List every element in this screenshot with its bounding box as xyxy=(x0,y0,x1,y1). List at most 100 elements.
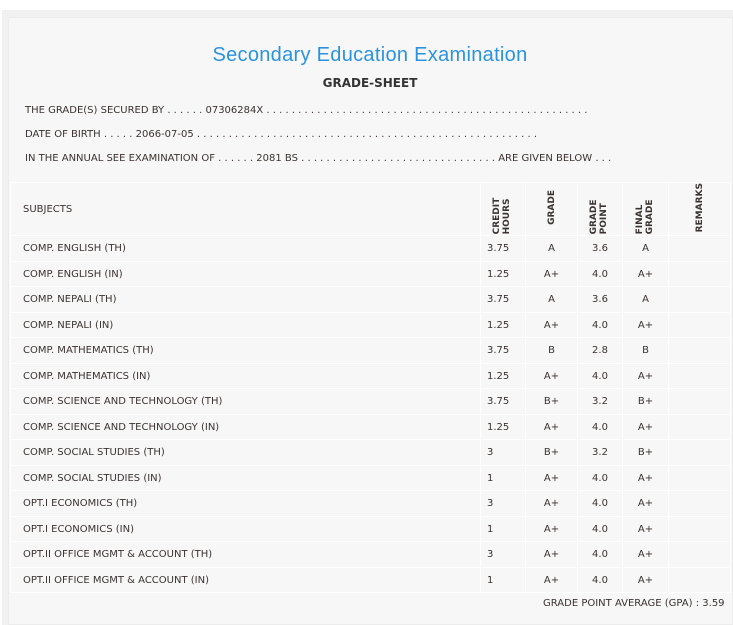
cell-final-grade: A+ xyxy=(622,311,669,339)
cell-subject: COMP. NEPALI (TH) xyxy=(10,286,481,313)
cell-grade-point: 3.6 xyxy=(577,235,623,262)
cell-final-grade: A+ xyxy=(622,464,669,492)
page-subtitle: GRADE-SHEET xyxy=(322,76,418,90)
cell-grade: A xyxy=(525,235,578,262)
cell-final-grade: A xyxy=(622,235,669,262)
cell-grade: A+ xyxy=(525,490,578,517)
cell-remarks xyxy=(668,388,731,415)
cell-grade-point: 4.0 xyxy=(577,541,623,568)
cell-grade: A+ xyxy=(525,260,578,288)
table-row: COMP. MATHEMATICS (IN) 1.25 A+ 4.0 A+ xyxy=(10,362,731,390)
cell-grade: A+ xyxy=(525,515,578,543)
cell-remarks xyxy=(668,439,731,466)
cell-subject: COMP. MATHEMATICS (IN) xyxy=(10,362,481,390)
cell-credit-hours: 1.25 xyxy=(480,413,526,441)
cell-remarks xyxy=(668,362,731,390)
cell-final-grade: A+ xyxy=(622,413,669,441)
cell-subject: COMP. SCIENCE AND TECHNOLOGY (TH) xyxy=(10,388,481,415)
cell-grade-point: 3.2 xyxy=(577,388,623,415)
cell-grade: A+ xyxy=(525,413,578,441)
cell-credit-hours: 1.25 xyxy=(480,362,526,390)
cell-remarks xyxy=(668,286,731,313)
table-row: COMP. SOCIAL STUDIES (IN) 1 A+ 4.0 A+ xyxy=(10,464,731,492)
cell-final-grade: A+ xyxy=(622,566,669,594)
cell-final-grade: A+ xyxy=(622,490,669,517)
cell-final-grade: A+ xyxy=(622,260,669,288)
cell-credit-hours: 3.75 xyxy=(480,337,526,364)
table-row: COMP. NEPALI (IN) 1.25 A+ 4.0 A+ xyxy=(10,311,731,339)
cell-grade-point: 4.0 xyxy=(577,464,623,492)
cell-remarks xyxy=(668,541,731,568)
cell-credit-hours: 3.75 xyxy=(480,235,526,262)
table-row: COMP. ENGLISH (IN) 1.25 A+ 4.0 A+ xyxy=(10,260,731,288)
cell-grade: A+ xyxy=(525,362,578,390)
dob-line: DATE OF BIRTH . . . . . 2066-07-05 . . .… xyxy=(25,129,538,140)
cell-remarks xyxy=(668,490,731,517)
cell-credit-hours: 3 xyxy=(480,439,526,466)
table-row: OPT.I ECONOMICS (TH) 3 A+ 4.0 A+ xyxy=(10,490,731,517)
table-row: OPT.I ECONOMICS (IN) 1 A+ 4.0 A+ xyxy=(10,515,731,543)
cell-grade-point: 4.0 xyxy=(577,260,623,288)
header-credit-hours: CREDIT HOURS xyxy=(492,197,512,234)
cell-subject: COMP. ENGLISH (TH) xyxy=(10,235,481,262)
cell-grade-point: 4.0 xyxy=(577,362,623,390)
table-row: COMP. ENGLISH (TH) 3.75 A 3.6 A xyxy=(10,235,731,262)
cell-subject: COMP. NEPALI (IN) xyxy=(10,311,481,339)
page-title: Secondary Education Examination xyxy=(212,44,528,66)
header-grade: GRADE xyxy=(546,190,557,226)
cell-subject: COMP. SCIENCE AND TECHNOLOGY (IN) xyxy=(10,413,481,441)
cell-final-grade: A+ xyxy=(622,362,669,390)
cell-grade: A+ xyxy=(525,311,578,339)
cell-credit-hours: 3 xyxy=(480,541,526,568)
cell-final-grade: B+ xyxy=(622,388,669,415)
cell-credit-hours: 1 xyxy=(480,464,526,492)
header-grade-point: GRADE POINT xyxy=(589,198,609,234)
header-subjects: SUBJECTS xyxy=(10,181,481,237)
cell-credit-hours: 3.75 xyxy=(480,286,526,313)
header-final-grade: FINAL GRADE xyxy=(634,198,655,234)
table-header: SUBJECTS CREDIT HOURS GRADE GRADE POINT … xyxy=(10,181,731,237)
cell-remarks xyxy=(668,413,731,441)
cell-final-grade: A+ xyxy=(622,515,669,543)
symbol-number-line: THE GRADE(S) SECURED BY . . . . . . 0730… xyxy=(25,105,588,116)
cell-grade: A+ xyxy=(525,541,578,568)
cell-remarks xyxy=(668,464,731,492)
cell-subject: COMP. SOCIAL STUDIES (TH) xyxy=(10,439,481,466)
table-row: OPT.II OFFICE MGMT & ACCOUNT (TH) 3 A+ 4.0 A… xyxy=(10,541,731,568)
table-row: COMP. MATHEMATICS (TH) 3.75 B 2.8 B xyxy=(10,337,731,364)
header-remarks: REMARKS xyxy=(694,183,705,233)
cell-credit-hours: 3 xyxy=(480,490,526,517)
cell-grade: B+ xyxy=(525,388,578,415)
cell-subject: OPT.II OFFICE MGMT & ACCOUNT (IN) xyxy=(10,566,481,594)
cell-final-grade: B+ xyxy=(622,439,669,466)
cell-subject: OPT.I ECONOMICS (IN) xyxy=(10,515,481,543)
cell-subject: COMP. MATHEMATICS (TH) xyxy=(10,337,481,364)
cell-grade-point: 4.0 xyxy=(577,311,623,339)
table-row: COMP. SCIENCE AND TECHNOLOGY (TH) 3.75 B+ 3… xyxy=(10,388,731,415)
table-row: COMP. NEPALI (TH) 3.75 A 3.6 A xyxy=(10,286,731,313)
cell-subject: COMP. ENGLISH (IN) xyxy=(10,260,481,288)
cell-grade-point: 4.0 xyxy=(577,515,623,543)
cell-credit-hours: 1 xyxy=(480,515,526,543)
cell-subject: OPT.I ECONOMICS (TH) xyxy=(10,490,481,517)
cell-credit-hours: 1.25 xyxy=(480,311,526,339)
cell-grade-point: 2.8 xyxy=(577,337,623,364)
cell-final-grade: A xyxy=(622,286,669,313)
gpa-summary: GRADE POINT AVERAGE (GPA) : 3.59 xyxy=(543,598,725,609)
cell-grade: A+ xyxy=(525,464,578,492)
cell-grade-point: 4.0 xyxy=(577,566,623,594)
cell-credit-hours: 1 xyxy=(480,566,526,594)
cell-subject: COMP. SOCIAL STUDIES (IN) xyxy=(10,464,481,492)
grades-table: SUBJECTS CREDIT HOURS GRADE GRADE POINT … xyxy=(10,181,731,594)
cell-remarks xyxy=(668,235,731,262)
cell-grade: A+ xyxy=(525,566,578,594)
table-row: OPT.II OFFICE MGMT & ACCOUNT (IN) 1 A+ 4.0 A… xyxy=(10,566,731,594)
cell-credit-hours: 1.25 xyxy=(480,260,526,288)
cell-final-grade: B xyxy=(622,337,669,364)
cell-remarks xyxy=(668,260,731,288)
cell-grade: A xyxy=(525,286,578,313)
table-row: COMP. SOCIAL STUDIES (TH) 3 B+ 3.2 B+ xyxy=(10,439,731,466)
cell-remarks xyxy=(668,337,731,364)
cell-credit-hours: 3.75 xyxy=(480,388,526,415)
cell-grade: B xyxy=(525,337,578,364)
